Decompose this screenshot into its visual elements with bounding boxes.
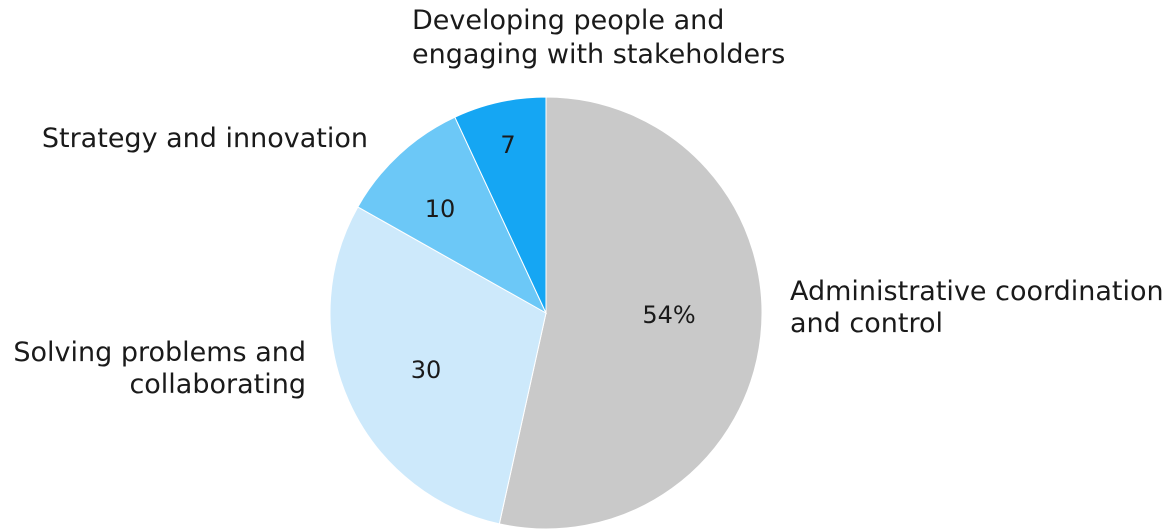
slice-value-label: 10 <box>425 195 456 223</box>
pie-slice <box>498 96 763 530</box>
slice-category-label: Strategy and innovation <box>42 123 368 154</box>
pie-slice <box>357 116 548 315</box>
slice-category-label: Administrative coordination and control <box>790 276 1164 339</box>
pie-slice <box>454 96 547 314</box>
slice-category-label-line: collaborating <box>129 369 306 400</box>
slice-value-label: 7 <box>500 131 515 159</box>
slice-category-label-line: Solving problems and <box>13 337 306 368</box>
pie-category-labels: Administrative coordination and control So… <box>13 5 1163 400</box>
slice-value-label: 54% <box>642 301 695 329</box>
pie-value-labels: 54% 30 10 7 <box>411 131 696 384</box>
pie-slice <box>329 206 547 525</box>
slice-category-label-line: Strategy and innovation <box>42 123 368 154</box>
slice-category-label-line: engaging with stakeholders <box>412 39 785 70</box>
slice-category-label-line: Developing people and <box>412 5 724 36</box>
slice-category-label: Developing people and engaging with stake… <box>412 5 785 70</box>
slice-value-label: 30 <box>411 356 442 384</box>
slice-category-label-line: Administrative coordination <box>790 276 1164 307</box>
slice-category-label: Solving problems and collaborating <box>13 337 306 400</box>
slice-category-label-line: and control <box>790 308 943 339</box>
pie-slices <box>329 96 763 530</box>
